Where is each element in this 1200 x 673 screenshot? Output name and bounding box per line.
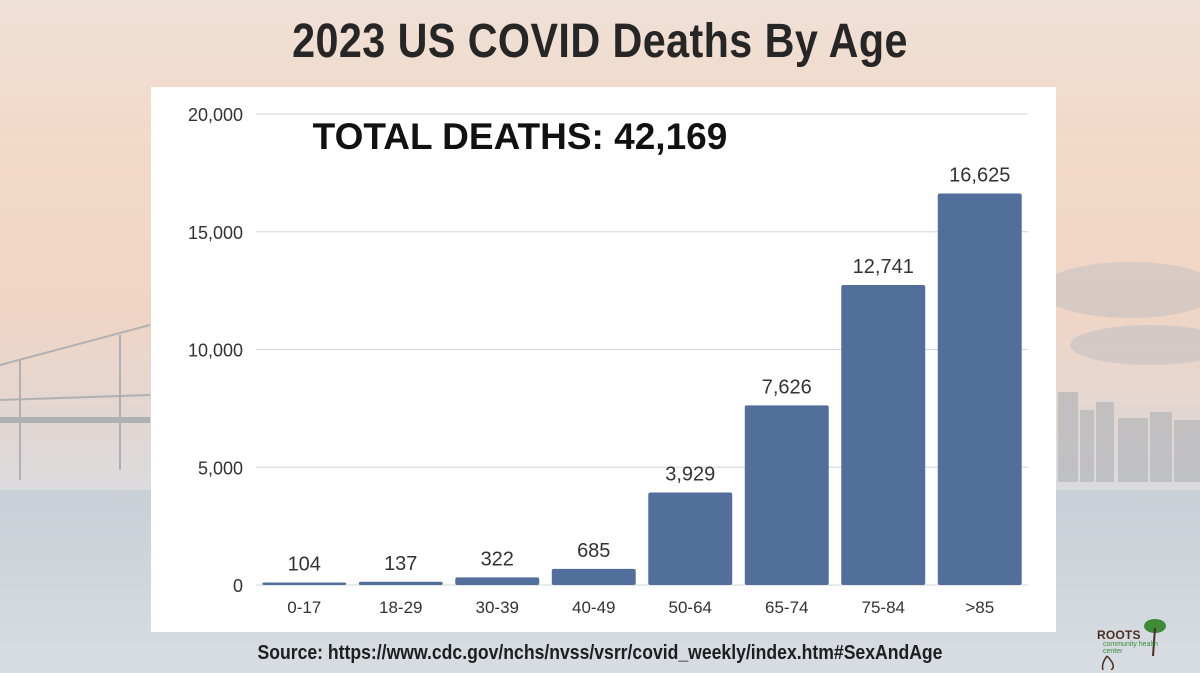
value-labels: 104 137 322 685 3,929 7,626 12,741 16,625 — [288, 164, 1011, 575]
y-tick-label: 10,000 — [188, 341, 243, 361]
bar->85 — [937, 193, 1022, 585]
data-label: 16,625 — [949, 164, 1010, 186]
tree-icon — [1101, 619, 1166, 670]
data-label: 7,626 — [762, 376, 812, 398]
source-citation: Source: https://www.cdc.gov/nchs/nvss/vs… — [257, 642, 943, 664]
bar-50-64 — [648, 492, 733, 585]
roots-logo: ROOTS community health center — [1097, 616, 1167, 670]
bar-18-29 — [358, 581, 443, 585]
x-tick-label: 40-49 — [572, 598, 615, 617]
chart-panel: 0 5,000 10,000 15,000 20,000 104 137 322 685 3,9… — [151, 87, 1056, 632]
data-label: 137 — [384, 553, 417, 575]
bars — [262, 193, 1022, 585]
x-tick-label: >85 — [965, 598, 994, 617]
bar-chart: 0 5,000 10,000 15,000 20,000 104 137 322 685 3,9… — [188, 105, 1028, 617]
x-axis-ticks: 0-17 18-29 30-39 40-49 50-64 65-74 75-84 >85 — [287, 598, 994, 617]
bar-75-84 — [841, 284, 926, 585]
x-tick-label: 30-39 — [476, 598, 519, 617]
y-axis-ticks: 0 5,000 10,000 15,000 20,000 — [188, 105, 243, 596]
page-title: 2023 US COVID Deaths By Age — [292, 15, 908, 68]
total-deaths-annotation: TOTAL DEATHS: 42,169 — [313, 116, 728, 157]
y-tick-label: 20,000 — [188, 105, 243, 125]
x-tick-label: 0-17 — [287, 598, 321, 617]
data-label: 3,929 — [665, 463, 715, 485]
y-tick-label: 0 — [233, 576, 243, 596]
y-tick-label: 5,000 — [198, 458, 243, 478]
x-tick-label: 18-29 — [379, 598, 422, 617]
x-tick-label: 65-74 — [765, 598, 808, 617]
data-label: 685 — [577, 540, 610, 562]
x-tick-label: 50-64 — [669, 598, 712, 617]
y-tick-label: 15,000 — [188, 223, 243, 243]
bar-0-17 — [262, 582, 347, 585]
bar-65-74 — [744, 405, 829, 585]
city-silhouette — [1058, 392, 1200, 482]
bar-30-39 — [455, 577, 540, 585]
bridge-silhouette — [0, 324, 151, 480]
data-label: 322 — [481, 548, 514, 570]
bar-40-49 — [551, 568, 636, 585]
logo-subtext: community health center — [1103, 641, 1158, 655]
data-label: 104 — [288, 554, 321, 576]
logo-wordmark: ROOTS — [1097, 628, 1141, 642]
data-label: 12,741 — [853, 256, 914, 278]
x-tick-label: 75-84 — [862, 598, 905, 617]
